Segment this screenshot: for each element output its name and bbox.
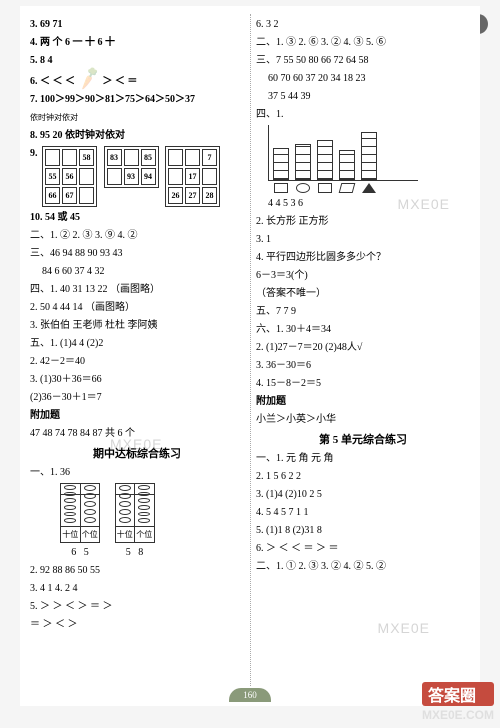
circle-icon — [296, 183, 310, 193]
item-8: 8. 95 20 依时钟对依对 — [30, 128, 244, 143]
item-3: 3. 69 71 — [30, 17, 244, 32]
section-5-1: 五、1. (1)4 4 (2)2 — [30, 336, 244, 351]
bar — [273, 148, 289, 180]
bar — [361, 132, 377, 180]
watermark: MXE0E — [398, 196, 450, 212]
r-s3a: 三、7 55 50 80 66 72 64 58 — [256, 53, 470, 68]
section-3a: 三、46 94 88 90 93 43 — [30, 246, 244, 261]
item-5: 5. 8 4 — [30, 53, 244, 68]
r-4-4: 4. 平行四边形比圆多多少个？ — [256, 250, 470, 265]
u-1: 一、1. 元 角 元 角 — [256, 451, 470, 466]
abacus-1: 十位个位 6 5 — [60, 483, 100, 560]
text: ＞ ＜ ＝ — [102, 76, 137, 87]
abacus-2: 十位个位 5 8 — [115, 483, 155, 560]
column-divider — [250, 14, 251, 686]
u-s2: 二、1. ① 2. ③ 3. ② 4. ② 5. ② — [256, 559, 470, 574]
shape-legend — [274, 183, 470, 193]
left-column: 3. 69 71 4. 两 个 6 一 十 6 十 5. 8 4 6. ＜ ＜ … — [24, 14, 250, 706]
item-10: 10. 54 或 45 — [30, 210, 244, 225]
label: 9. — [30, 148, 38, 159]
watermark: MXE0E — [378, 620, 430, 636]
m-1-1: 一、1. 36 — [30, 465, 244, 480]
r-s4: 四、1. — [256, 107, 470, 122]
section-5-3b: (2)36－30＋1＝7 — [30, 390, 244, 405]
page: MXE0E MXE0E MXE0E 3. 69 71 4. 两 个 6 一 十 … — [20, 6, 480, 706]
item-7-note: 依时钟对依对 — [30, 110, 244, 125]
u-5: 5. (1)1 8 (2)31 8 — [256, 523, 470, 538]
r-extra: 附加题 — [256, 394, 470, 409]
digit: 5 — [84, 547, 89, 558]
item-6: 6. ＜ ＜ ＜ 🥕 ＞ ＜ ＝ — [30, 71, 244, 89]
extra-title: 附加题 — [30, 408, 244, 423]
triangle-icon — [362, 183, 376, 193]
r-s3c: 37 5 44 39 — [256, 89, 470, 104]
watermark: MXE0E — [110, 436, 162, 452]
r-4-3: 3. 1 — [256, 232, 470, 247]
bar-chart — [268, 125, 418, 181]
item-4: 4. 两 个 6 一 十 6 十 — [30, 35, 244, 50]
digit: 8 — [138, 547, 143, 558]
r-s5: 五、7 7 9 — [256, 304, 470, 319]
bar — [295, 144, 311, 180]
item-7: 7. 100＞99＞90＞81＞75＞64＞50＞37 — [30, 92, 244, 107]
digit: 5 — [126, 547, 131, 558]
r-s6-3: 3. 36－30＝6 — [256, 358, 470, 373]
section-4-2: 2. 50 4 44 14 （画图略） — [30, 300, 244, 315]
r-4-2: 2. 长方形 正方形 — [256, 214, 470, 229]
right-column: 6. 3 2 二、1. ③ 2. ⑥ 3. ② 4. ③ 5. ⑥ 三、7 55… — [250, 14, 476, 706]
u-6: 6. ＞ ＜ ＜ ＝ ＞ ＝ — [256, 541, 470, 556]
bar — [339, 150, 355, 180]
m-5b: ＝ ＞ ＜ ＞ — [30, 617, 244, 632]
r-s6-2: 2. (1)27－7＝20 (2)48人√ — [256, 340, 470, 355]
carrot-icon: 🥕 — [76, 68, 102, 90]
r-s2: 二、1. ③ 2. ⑥ 3. ② 4. ③ 5. ⑥ — [256, 35, 470, 50]
abacus-row: 十位个位 6 5 十位个位 5 8 — [30, 483, 244, 560]
bar — [317, 140, 333, 180]
section-2: 二、1. ② 2. ③ 3. ⑨ 4. ② — [30, 228, 244, 243]
number-grid-1: 58 5556 6667 — [42, 146, 97, 207]
text: 6. ＜ ＜ ＜ — [30, 76, 75, 87]
section-4-3: 3. 张伯伯 王老师 杜杜 李阿姨 — [30, 318, 244, 333]
watermark-brand: 答案圈 MXE0E.COM — [422, 682, 494, 722]
r-s6-1: 六、1. 30＋4＝34 — [256, 322, 470, 337]
section-3b: 84 6 60 37 4 32 — [30, 264, 244, 279]
number-grid-2: 8385 9394 — [104, 146, 159, 188]
u-2: 2. 1 5 6 2 2 — [256, 469, 470, 484]
rect-icon — [318, 183, 332, 193]
square-icon — [274, 183, 288, 193]
m-2: 2. 92 88 86 50 55 — [30, 563, 244, 578]
m-5: 5. ＞ ＞ ＜ ＞ ＝ ＞ — [30, 599, 244, 614]
r-s3b: 60 70 60 37 20 34 18 23 — [256, 71, 470, 86]
r-4-4a: 6－3＝3(个) — [256, 268, 470, 283]
r-extra-a: 小兰＞小英＞小华 — [256, 412, 470, 427]
u-3: 3. (1)4 (2)10 2 5 — [256, 487, 470, 502]
r-s6-4: 4. 15－8－2＝5 — [256, 376, 470, 391]
page-number: 160 — [229, 688, 271, 702]
digit: 6 — [71, 547, 76, 558]
number-grid-3: 7 17 262728 — [165, 146, 220, 207]
item-9: 9. 58 5556 6667 8385 9394 7 17 262728 — [30, 146, 244, 207]
r-4-4b: （答案不唯一） — [256, 286, 470, 301]
r-6: 6. 3 2 — [256, 17, 470, 32]
section-5-2: 2. 42－2＝40 — [30, 354, 244, 369]
section-4-1: 四、1. 40 31 13 22 （画图略） — [30, 282, 244, 297]
unit5-title: 第 5 单元综合练习 — [256, 431, 470, 447]
parallel-icon — [339, 183, 356, 193]
u-4: 4. 5 4 5 7 1 1 — [256, 505, 470, 520]
section-5-3: 3. (1)30＋36＝66 — [30, 372, 244, 387]
m-3-4: 3. 4 1 4. 2 4 — [30, 581, 244, 596]
